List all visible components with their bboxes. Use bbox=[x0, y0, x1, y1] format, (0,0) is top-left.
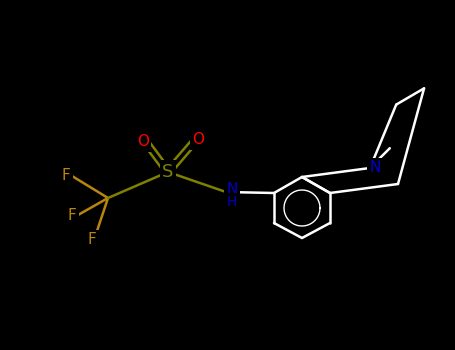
Text: H: H bbox=[227, 195, 237, 209]
Text: F: F bbox=[61, 168, 71, 183]
Text: N: N bbox=[369, 161, 381, 175]
Text: S: S bbox=[162, 163, 174, 181]
Text: F: F bbox=[68, 208, 76, 223]
Text: F: F bbox=[88, 232, 96, 247]
Text: O: O bbox=[137, 134, 149, 149]
Text: O: O bbox=[192, 133, 204, 147]
Text: N: N bbox=[226, 182, 238, 197]
